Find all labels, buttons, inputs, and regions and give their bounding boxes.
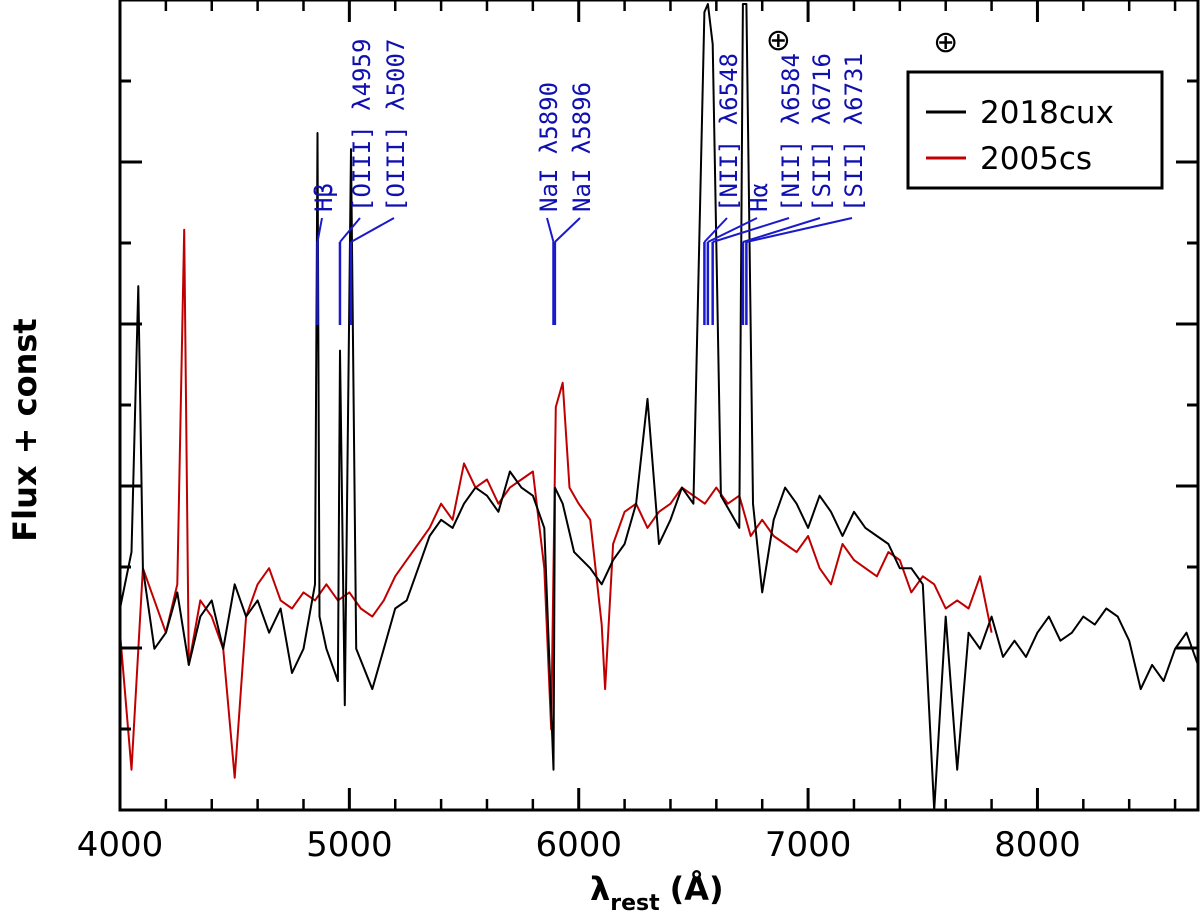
x-axis-lambda: λ bbox=[590, 870, 610, 908]
line-id-leader-nii6548 bbox=[703, 217, 728, 243]
legend-label-2005cs: 2005cs bbox=[980, 141, 1092, 177]
line-id-label-nai5896: NaI λ5896 bbox=[568, 82, 596, 212]
line-id-label-oiii4959: [OIII] λ4959 bbox=[348, 39, 376, 212]
x-axis-subscript: rest bbox=[610, 891, 660, 916]
series-layer bbox=[119, 3, 1199, 811]
line-id-layer: Hβ [OIII] λ4959 [OIII] λ5007 NaI λ5890 NaI λ… bbox=[310, 39, 868, 325]
line-id-leader-nii6584 bbox=[712, 217, 790, 243]
line-id-leader-nai5896 bbox=[554, 217, 581, 243]
line-id-label-nii6584: [NII] λ6584 bbox=[777, 53, 805, 212]
line-id-label-nii6548: [NII] λ6548 bbox=[715, 53, 743, 212]
x-tick-label: 8000 bbox=[994, 825, 1081, 865]
legend: 2018cux 2005cs bbox=[906, 70, 1164, 190]
x-tick-label: 5000 bbox=[306, 825, 393, 865]
y-axis-title: Flux + const bbox=[6, 318, 44, 541]
line-id-label-nai5890: NaI λ5890 bbox=[535, 82, 563, 212]
x-tick-label: 4000 bbox=[77, 825, 164, 865]
telluric-layer: ⊕ ⊕ bbox=[766, 23, 959, 60]
line-id-label-sii6716: [SII] λ6716 bbox=[808, 53, 836, 212]
telluric-marker: ⊕ bbox=[766, 23, 791, 58]
legend-label-2018cux: 2018cux bbox=[980, 95, 1114, 131]
line-id-label-oiii5007: [OIII] λ5007 bbox=[382, 39, 410, 212]
x-tick-label: 6000 bbox=[535, 825, 622, 865]
line-id-leader-hb bbox=[316, 217, 323, 243]
x-axis-unit: (Å) bbox=[670, 870, 724, 908]
x-axis-title: λrest (Å) bbox=[590, 870, 724, 916]
line-id-leader-sii6716 bbox=[742, 217, 821, 243]
line-id-label-hb: Hβ bbox=[310, 183, 338, 212]
x-ticks: 4000 5000 6000 7000 8000 bbox=[77, 0, 1177, 865]
line-id-label-sii6731: [SII] λ6731 bbox=[840, 53, 868, 212]
x-tick-label: 7000 bbox=[765, 825, 852, 865]
line-id-label-ha: Hα bbox=[745, 183, 773, 212]
line-id-leader-oiii4959 bbox=[339, 217, 361, 243]
line-id-leader-oiii5007 bbox=[350, 217, 395, 243]
line-id-leader-sii6731 bbox=[746, 217, 853, 243]
line-id-leader-ha bbox=[707, 217, 758, 243]
series-line-2018cux bbox=[119, 3, 1199, 811]
series-line-2005cs bbox=[119, 228, 993, 779]
y-ticks bbox=[120, 79, 1198, 731]
line-id-leader-nai5890 bbox=[546, 217, 555, 243]
legend-box bbox=[906, 70, 1164, 190]
telluric-marker: ⊕ bbox=[933, 25, 958, 60]
